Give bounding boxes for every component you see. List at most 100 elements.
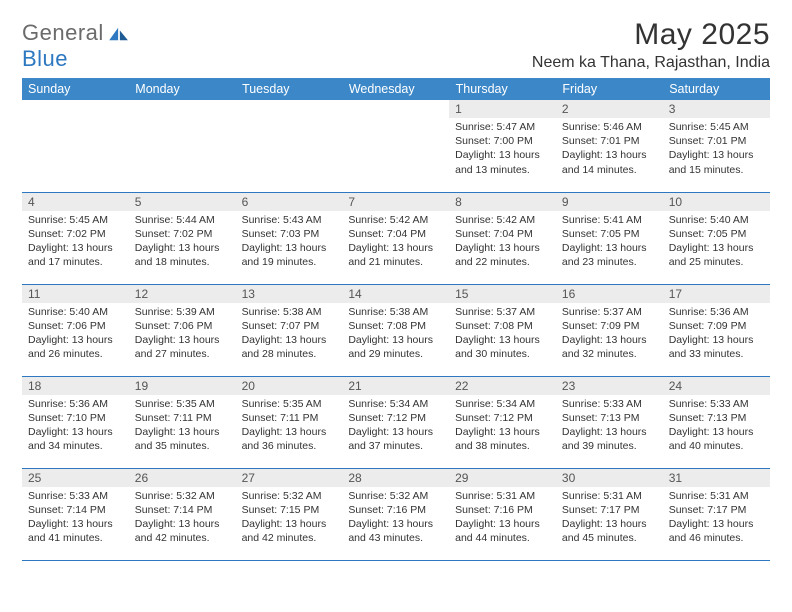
calendar-day-cell: 2Sunrise: 5:46 AMSunset: 7:01 PMDaylight… [556, 100, 663, 192]
calendar-day-cell: 13Sunrise: 5:38 AMSunset: 7:07 PMDayligh… [236, 284, 343, 376]
daylight-text: Daylight: 13 hours and 46 minutes. [669, 517, 766, 545]
weekday-header: Wednesday [342, 78, 449, 100]
sunrise-text: Sunrise: 5:36 AM [669, 305, 766, 319]
day-number: 12 [129, 285, 236, 303]
daylight-text: Daylight: 13 hours and 44 minutes. [455, 517, 552, 545]
sunset-text: Sunset: 7:06 PM [135, 319, 232, 333]
sail-icon [108, 26, 130, 42]
sunrise-text: Sunrise: 5:45 AM [28, 213, 125, 227]
daylight-text: Daylight: 13 hours and 33 minutes. [669, 333, 766, 361]
day-details: Sunrise: 5:32 AMSunset: 7:16 PMDaylight:… [342, 487, 449, 548]
sunrise-text: Sunrise: 5:47 AM [455, 120, 552, 134]
daylight-text: Daylight: 13 hours and 37 minutes. [348, 425, 445, 453]
sunrise-text: Sunrise: 5:33 AM [669, 397, 766, 411]
day-details: Sunrise: 5:34 AMSunset: 7:12 PMDaylight:… [342, 395, 449, 456]
day-details: Sunrise: 5:46 AMSunset: 7:01 PMDaylight:… [556, 118, 663, 179]
sunset-text: Sunset: 7:11 PM [242, 411, 339, 425]
day-number: 3 [663, 100, 770, 118]
calendar-week-row: 18Sunrise: 5:36 AMSunset: 7:10 PMDayligh… [22, 376, 770, 468]
sunrise-text: Sunrise: 5:32 AM [348, 489, 445, 503]
day-details: Sunrise: 5:39 AMSunset: 7:06 PMDaylight:… [129, 303, 236, 364]
day-number: 15 [449, 285, 556, 303]
daylight-text: Daylight: 13 hours and 41 minutes. [28, 517, 125, 545]
sunset-text: Sunset: 7:16 PM [348, 503, 445, 517]
daylight-text: Daylight: 13 hours and 35 minutes. [135, 425, 232, 453]
weekday-header: Tuesday [236, 78, 343, 100]
day-number: 17 [663, 285, 770, 303]
calendar-table: Sunday Monday Tuesday Wednesday Thursday… [22, 78, 770, 561]
calendar-day-cell: 6Sunrise: 5:43 AMSunset: 7:03 PMDaylight… [236, 192, 343, 284]
day-number-empty [236, 100, 343, 118]
calendar-day-cell [342, 100, 449, 192]
day-details: Sunrise: 5:36 AMSunset: 7:10 PMDaylight:… [22, 395, 129, 456]
sunrise-text: Sunrise: 5:37 AM [562, 305, 659, 319]
weekday-header: Thursday [449, 78, 556, 100]
sunrise-text: Sunrise: 5:40 AM [28, 305, 125, 319]
sunset-text: Sunset: 7:17 PM [669, 503, 766, 517]
calendar-day-cell: 1Sunrise: 5:47 AMSunset: 7:00 PMDaylight… [449, 100, 556, 192]
calendar-day-cell: 9Sunrise: 5:41 AMSunset: 7:05 PMDaylight… [556, 192, 663, 284]
daylight-text: Daylight: 13 hours and 27 minutes. [135, 333, 232, 361]
day-number: 14 [342, 285, 449, 303]
calendar-day-cell: 11Sunrise: 5:40 AMSunset: 7:06 PMDayligh… [22, 284, 129, 376]
calendar-day-cell: 4Sunrise: 5:45 AMSunset: 7:02 PMDaylight… [22, 192, 129, 284]
calendar-day-cell: 7Sunrise: 5:42 AMSunset: 7:04 PMDaylight… [342, 192, 449, 284]
daylight-text: Daylight: 13 hours and 17 minutes. [28, 241, 125, 269]
sunrise-text: Sunrise: 5:33 AM [28, 489, 125, 503]
day-number: 7 [342, 193, 449, 211]
day-details: Sunrise: 5:45 AMSunset: 7:01 PMDaylight:… [663, 118, 770, 179]
daylight-text: Daylight: 13 hours and 38 minutes. [455, 425, 552, 453]
sunset-text: Sunset: 7:01 PM [562, 134, 659, 148]
daylight-text: Daylight: 13 hours and 26 minutes. [28, 333, 125, 361]
sunrise-text: Sunrise: 5:34 AM [455, 397, 552, 411]
sunrise-text: Sunrise: 5:35 AM [242, 397, 339, 411]
sunrise-text: Sunrise: 5:42 AM [455, 213, 552, 227]
calendar-day-cell: 28Sunrise: 5:32 AMSunset: 7:16 PMDayligh… [342, 468, 449, 560]
weekday-header: Friday [556, 78, 663, 100]
sunset-text: Sunset: 7:16 PM [455, 503, 552, 517]
sunrise-text: Sunrise: 5:38 AM [348, 305, 445, 319]
day-details: Sunrise: 5:31 AMSunset: 7:17 PMDaylight:… [556, 487, 663, 548]
calendar-day-cell: 10Sunrise: 5:40 AMSunset: 7:05 PMDayligh… [663, 192, 770, 284]
daylight-text: Daylight: 13 hours and 15 minutes. [669, 148, 766, 176]
day-details: Sunrise: 5:44 AMSunset: 7:02 PMDaylight:… [129, 211, 236, 272]
day-number: 25 [22, 469, 129, 487]
calendar-day-cell: 31Sunrise: 5:31 AMSunset: 7:17 PMDayligh… [663, 468, 770, 560]
day-details: Sunrise: 5:32 AMSunset: 7:14 PMDaylight:… [129, 487, 236, 548]
sunset-text: Sunset: 7:17 PM [562, 503, 659, 517]
brand-text-gray: General [22, 20, 104, 46]
day-details: Sunrise: 5:43 AMSunset: 7:03 PMDaylight:… [236, 211, 343, 272]
day-details: Sunrise: 5:47 AMSunset: 7:00 PMDaylight:… [449, 118, 556, 179]
daylight-text: Daylight: 13 hours and 23 minutes. [562, 241, 659, 269]
sunset-text: Sunset: 7:12 PM [348, 411, 445, 425]
sunrise-text: Sunrise: 5:41 AM [562, 213, 659, 227]
sunset-text: Sunset: 7:14 PM [135, 503, 232, 517]
sunrise-text: Sunrise: 5:31 AM [562, 489, 659, 503]
day-details: Sunrise: 5:37 AMSunset: 7:08 PMDaylight:… [449, 303, 556, 364]
brand-logo: General [22, 20, 132, 46]
day-number: 10 [663, 193, 770, 211]
day-number: 8 [449, 193, 556, 211]
sunset-text: Sunset: 7:04 PM [348, 227, 445, 241]
sunrise-text: Sunrise: 5:45 AM [669, 120, 766, 134]
weekday-header-row: Sunday Monday Tuesday Wednesday Thursday… [22, 78, 770, 100]
daylight-text: Daylight: 13 hours and 30 minutes. [455, 333, 552, 361]
day-number: 1 [449, 100, 556, 118]
day-number: 18 [22, 377, 129, 395]
day-number-empty [342, 100, 449, 118]
day-details: Sunrise: 5:42 AMSunset: 7:04 PMDaylight:… [449, 211, 556, 272]
day-details: Sunrise: 5:40 AMSunset: 7:05 PMDaylight:… [663, 211, 770, 272]
day-number: 19 [129, 377, 236, 395]
month-title: May 2025 [532, 18, 770, 52]
sunrise-text: Sunrise: 5:32 AM [135, 489, 232, 503]
day-number: 20 [236, 377, 343, 395]
calendar-week-row: 25Sunrise: 5:33 AMSunset: 7:14 PMDayligh… [22, 468, 770, 560]
day-details: Sunrise: 5:37 AMSunset: 7:09 PMDaylight:… [556, 303, 663, 364]
daylight-text: Daylight: 13 hours and 45 minutes. [562, 517, 659, 545]
calendar-day-cell: 5Sunrise: 5:44 AMSunset: 7:02 PMDaylight… [129, 192, 236, 284]
calendar-day-cell [22, 100, 129, 192]
daylight-text: Daylight: 13 hours and 42 minutes. [135, 517, 232, 545]
day-number: 16 [556, 285, 663, 303]
sunset-text: Sunset: 7:06 PM [28, 319, 125, 333]
day-number: 26 [129, 469, 236, 487]
